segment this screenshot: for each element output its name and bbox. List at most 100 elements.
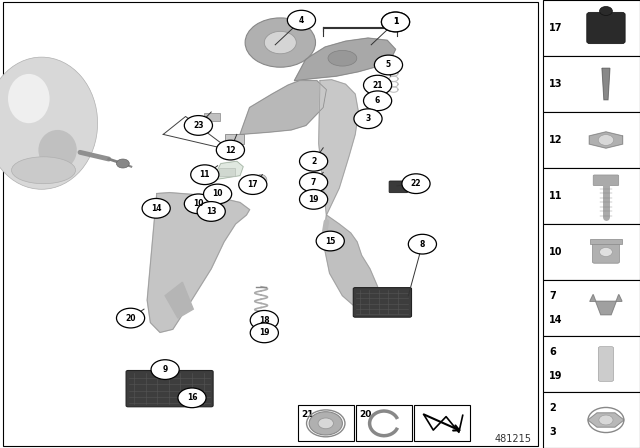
Circle shape	[287, 10, 316, 30]
FancyBboxPatch shape	[593, 241, 620, 263]
Polygon shape	[240, 81, 326, 134]
Bar	[414, 405, 470, 441]
Polygon shape	[216, 161, 243, 179]
Circle shape	[197, 202, 225, 221]
Polygon shape	[323, 215, 379, 309]
Circle shape	[151, 360, 179, 379]
Bar	[543, 336, 640, 392]
Circle shape	[184, 194, 212, 214]
Text: 4: 4	[299, 16, 304, 25]
Bar	[543, 168, 640, 224]
Text: 9: 9	[163, 365, 168, 374]
Ellipse shape	[8, 74, 50, 123]
Circle shape	[402, 174, 430, 194]
Bar	[298, 405, 354, 441]
Bar	[543, 0, 640, 56]
Text: 15: 15	[325, 237, 335, 246]
Text: 2: 2	[549, 403, 556, 413]
Bar	[543, 56, 640, 112]
Text: 11: 11	[200, 170, 210, 179]
Text: 17: 17	[549, 23, 563, 33]
Bar	[225, 134, 244, 144]
Circle shape	[309, 412, 342, 435]
Text: 6: 6	[375, 96, 380, 105]
Bar	[543, 392, 640, 448]
Ellipse shape	[255, 174, 267, 186]
FancyBboxPatch shape	[587, 13, 625, 43]
Text: 19: 19	[308, 195, 319, 204]
Text: 13: 13	[206, 207, 216, 216]
Circle shape	[184, 116, 212, 135]
Bar	[3, 2, 538, 446]
Text: 19: 19	[549, 371, 563, 381]
Bar	[204, 113, 220, 121]
Text: 18: 18	[259, 316, 269, 325]
Text: 10: 10	[193, 199, 204, 208]
Text: 16: 16	[187, 393, 197, 402]
Text: 10: 10	[549, 247, 563, 257]
Text: 7: 7	[549, 291, 556, 301]
Text: 14: 14	[151, 204, 161, 213]
Ellipse shape	[12, 157, 76, 184]
Text: 11: 11	[549, 191, 563, 201]
Circle shape	[381, 12, 410, 32]
Bar	[219, 168, 235, 176]
Ellipse shape	[328, 51, 357, 66]
Circle shape	[250, 323, 278, 343]
Circle shape	[116, 159, 129, 168]
Circle shape	[191, 165, 219, 185]
Circle shape	[264, 31, 296, 54]
Ellipse shape	[38, 130, 77, 170]
Text: 8: 8	[420, 240, 425, 249]
FancyBboxPatch shape	[126, 370, 213, 407]
Circle shape	[300, 151, 328, 171]
Circle shape	[300, 190, 328, 209]
Text: 12: 12	[549, 135, 563, 145]
Text: 3: 3	[365, 114, 371, 123]
Circle shape	[116, 308, 145, 328]
Circle shape	[374, 55, 403, 75]
Circle shape	[354, 109, 382, 129]
Circle shape	[599, 415, 613, 425]
Circle shape	[239, 175, 267, 194]
Polygon shape	[602, 68, 610, 99]
Text: 10: 10	[212, 190, 223, 198]
Text: 23: 23	[193, 121, 204, 130]
Text: 1: 1	[393, 17, 398, 26]
Circle shape	[408, 234, 436, 254]
Circle shape	[600, 6, 612, 15]
Text: 21: 21	[301, 410, 314, 419]
Text: 20: 20	[125, 314, 136, 323]
Text: 22: 22	[411, 179, 421, 188]
Polygon shape	[147, 193, 250, 332]
Text: 17: 17	[248, 180, 258, 189]
Text: 3: 3	[549, 427, 556, 437]
Circle shape	[364, 91, 392, 111]
Bar	[543, 112, 640, 168]
Circle shape	[204, 184, 232, 204]
Polygon shape	[319, 80, 358, 215]
Text: 481215: 481215	[494, 434, 531, 444]
Circle shape	[300, 172, 328, 192]
Circle shape	[381, 12, 410, 32]
Bar	[356, 405, 412, 441]
Polygon shape	[294, 38, 396, 81]
Polygon shape	[165, 282, 193, 318]
Bar	[543, 280, 640, 336]
Circle shape	[178, 388, 206, 408]
Circle shape	[364, 75, 392, 95]
Text: 2: 2	[311, 157, 316, 166]
Text: 19: 19	[259, 328, 269, 337]
Circle shape	[600, 247, 612, 256]
Circle shape	[598, 134, 614, 145]
Circle shape	[250, 310, 278, 330]
Circle shape	[245, 18, 316, 67]
Bar	[590, 239, 622, 244]
Text: 13: 13	[549, 79, 563, 89]
Text: 5: 5	[386, 60, 391, 69]
Polygon shape	[588, 413, 624, 427]
Text: 1: 1	[393, 17, 398, 26]
Text: 6: 6	[549, 347, 556, 357]
Circle shape	[316, 231, 344, 251]
Bar	[543, 224, 640, 280]
